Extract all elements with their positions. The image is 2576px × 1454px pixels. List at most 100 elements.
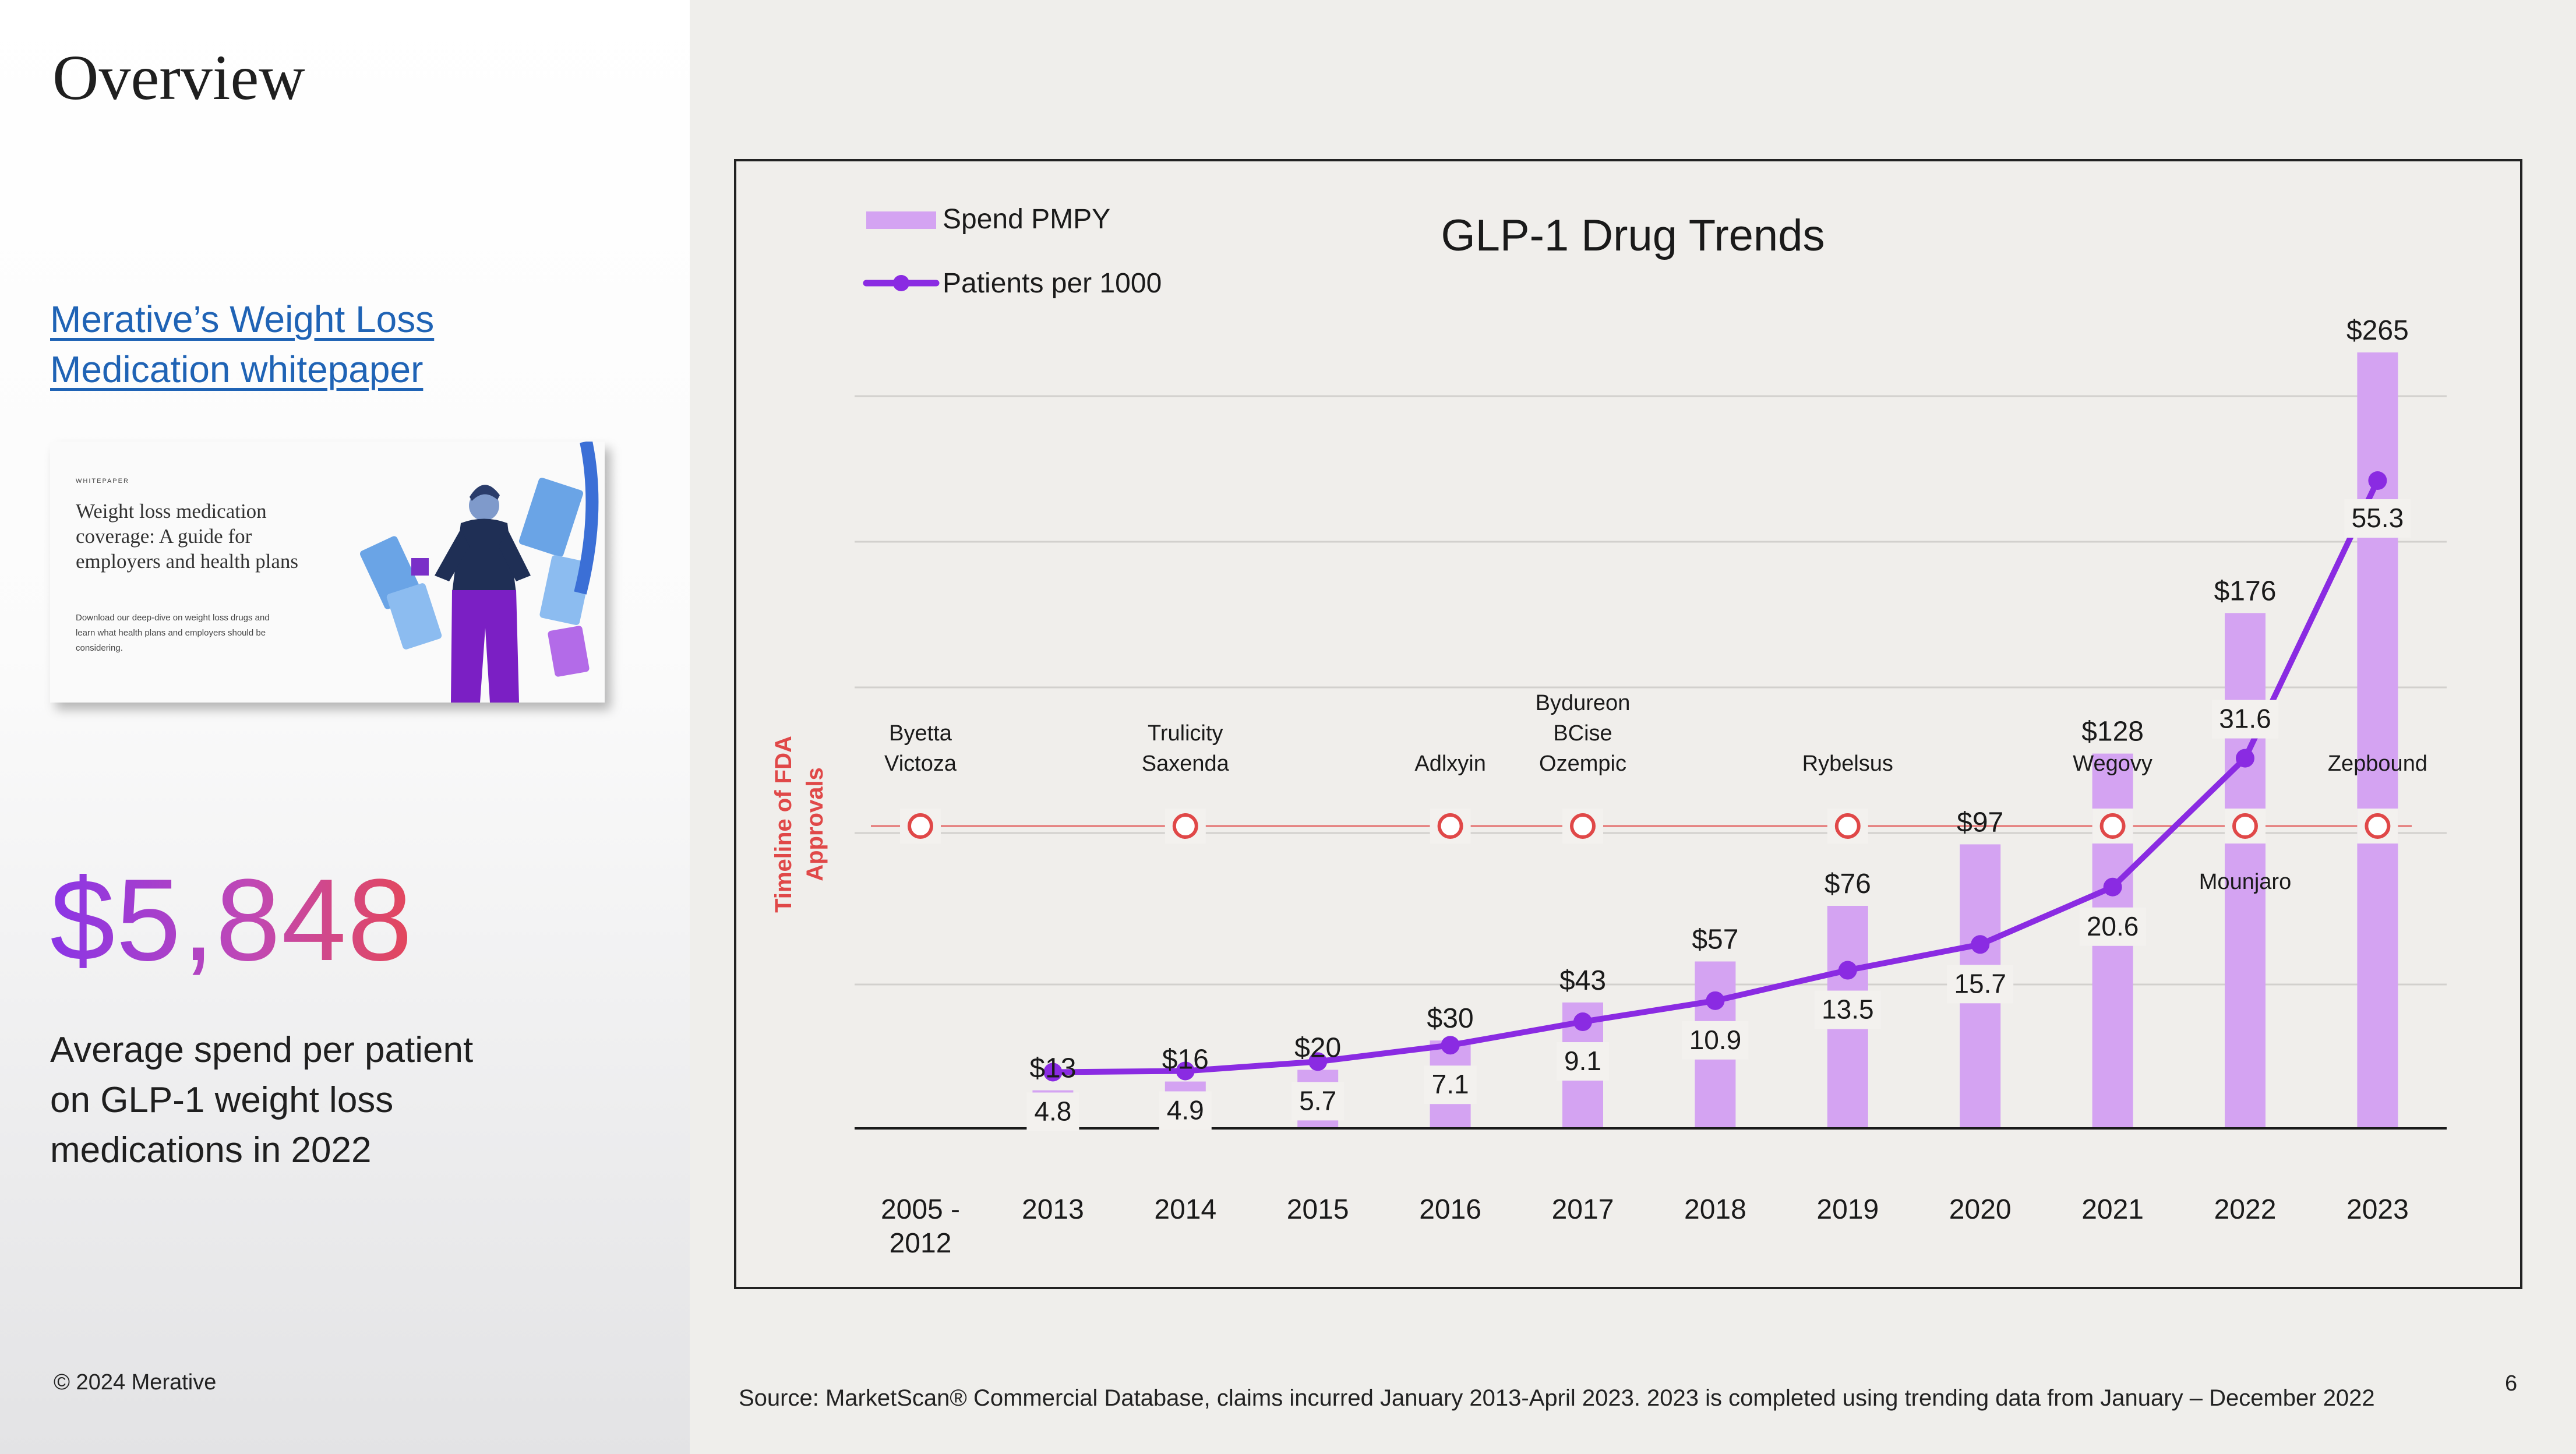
patients-label-box-2014 <box>1159 1091 1212 1130</box>
whitepaper-link-line-2[interactable]: Medication whitepaper <box>50 348 424 390</box>
patients-point-2015 <box>1308 1052 1328 1071</box>
fda-approval-label-2014-1: Saxenda <box>1142 751 1230 776</box>
legend: Spend PMPY Patients per 1000 <box>863 204 1162 299</box>
patients-point-2022 <box>2236 749 2254 768</box>
spend-label-2018: $57 <box>1692 924 1738 955</box>
source-note: Source: MarketScan® Commercial Database,… <box>739 1385 2375 1411</box>
fda-marker-2017 <box>1570 813 1596 839</box>
patients-label-2013: 4.8 <box>1034 1096 1071 1126</box>
x-tick-label-2005-2012-line-2: 2012 <box>890 1228 952 1259</box>
fda-approval-label-2017-2: Ozempic <box>1539 751 1626 776</box>
x-tick-label-2021: 2021 <box>2081 1194 2144 1225</box>
data-labels: $13 $16 $20 $30 $43 $57 $76 $97 $128 $176 $265 4.8 4… <box>1026 315 2411 1131</box>
fda-approval-label-2005-2012-1: Victoza <box>884 751 957 776</box>
fda-approval-label-2016-0: Adlxyin <box>1414 751 1486 776</box>
spend-label-2023: $265 <box>2346 315 2409 346</box>
patients-line <box>1043 471 2387 1082</box>
patients-label-box-2013 <box>1026 1092 1079 1131</box>
patients-point-2019 <box>1838 961 1857 980</box>
patients-label-box-2020 <box>1947 965 2014 1004</box>
x-tick-label-2016: 2016 <box>1419 1194 1481 1225</box>
x-tick-label-2005-2012-line-1: 2005 - <box>881 1194 960 1225</box>
fda-approval-label-2017-1: BCise <box>1553 721 1612 746</box>
legend-line-marker <box>893 275 909 291</box>
x-tick-label-2017: 2017 <box>1552 1194 1614 1225</box>
copyright-notice: © 2024 Merative <box>54 1370 217 1395</box>
whitepaper-link[interactable]: Merative’s Weight Loss Medication whitep… <box>50 294 574 394</box>
spend-label-2014: $16 <box>1162 1044 1209 1075</box>
x-tick-label-2023: 2023 <box>2346 1194 2409 1225</box>
patients-label-2023: 55.3 <box>2352 503 2404 533</box>
fda-approval-label-2021-0: Wegovy <box>2073 751 2152 776</box>
x-tick-label-2022: 2022 <box>2214 1194 2277 1225</box>
fda-marker-2019 <box>1834 813 1861 839</box>
fda-approval-label-2017-0: Bydureon <box>1536 691 1631 715</box>
whitepaper-illustration <box>353 442 605 703</box>
fda-axis-label-line-1: Timeline of FDA <box>771 736 796 913</box>
x-tick-label-2013: 2013 <box>1022 1194 1084 1225</box>
patients-point-2023 <box>2368 471 2387 490</box>
patients-label-2020: 15.7 <box>1954 968 2006 998</box>
patients-point-2021 <box>2103 877 2122 897</box>
patients-label-2022: 31.6 <box>2219 704 2271 734</box>
spend-label-2013: $13 <box>1029 1053 1076 1084</box>
x-tick-label-2015: 2015 <box>1287 1194 1349 1225</box>
grid-lines <box>855 395 2447 986</box>
person-figure <box>435 485 531 703</box>
patients-point-2018 <box>1706 991 1725 1010</box>
average-spend-caption: Average spend per patient on GLP-1 weigh… <box>50 1030 474 1170</box>
page-title: Overview <box>52 42 305 113</box>
whitepaper-description: Download our deep-dive on weight loss dr… <box>76 613 270 653</box>
spend-label-2021: $128 <box>2081 717 2144 747</box>
patients-point-2014 <box>1176 1061 1195 1081</box>
floating-documents-graphic <box>360 442 599 677</box>
spend-bar-2023 <box>2357 352 2398 1128</box>
patients-point-2016 <box>1441 1036 1460 1055</box>
whitepaper-kicker: WHITEPAPER <box>76 478 129 485</box>
patients-label-2014: 4.9 <box>1167 1095 1204 1125</box>
legend-bar-swatch <box>866 211 936 229</box>
page-number: 6 <box>2505 1371 2518 1396</box>
patients-label-box-2021 <box>2079 907 2146 946</box>
left-panel: Overview Merative’s Weight Loss Medicati… <box>0 0 690 1454</box>
patients-label-2021: 20.6 <box>2087 911 2139 941</box>
fda-marker-2022 <box>2232 813 2258 839</box>
whitepaper-thumbnail[interactable]: WHITEPAPER Weight loss medication covera… <box>50 442 605 703</box>
patients-point-2017 <box>1573 1012 1592 1032</box>
average-spend-stat: $5,848 <box>50 855 414 985</box>
legend-patients-label: Patients per 1000 <box>943 268 1162 299</box>
patients-label-box-2015 <box>1291 1082 1345 1121</box>
x-axis: 2005 -2012 2013 2014 2015 2016 2017 2018 2019 20… <box>881 1194 2409 1259</box>
chart-title: GLP-1 Drug Trends <box>1441 211 1825 260</box>
x-tick-label-2020: 2020 <box>1949 1194 2012 1225</box>
patients-label-2018: 10.9 <box>1689 1025 1742 1055</box>
x-tick-label-2014: 2014 <box>1154 1194 1216 1225</box>
fda-axis-label-line-2: Approvals <box>802 767 828 881</box>
spend-label-2016: $30 <box>1427 1003 1474 1034</box>
fda-approval-label-2023-0: Zepbound <box>2328 751 2427 776</box>
fda-approval-label-below-2022-0: Mounjaro <box>2199 870 2291 894</box>
whitepaper-link-line-1[interactable]: Merative’s Weight Loss <box>50 298 435 340</box>
whitepaper-title: Weight loss medication coverage: A guide… <box>76 500 298 573</box>
patients-label-2016: 7.1 <box>1432 1069 1469 1099</box>
patients-point-2020 <box>1971 935 1990 954</box>
patients-label-box-2022 <box>2212 700 2278 739</box>
patients-label-2019: 13.5 <box>1822 994 1874 1025</box>
spend-label-2015: $20 <box>1294 1032 1341 1063</box>
spend-label-2020: $97 <box>1957 807 2003 838</box>
fda-timeline: Byetta Victoza Trulicity Saxenda Adlxyin Bydu… <box>871 691 2427 894</box>
fda-approval-label-2005-2012-0: Byetta <box>889 721 952 746</box>
fda-marker-2016 <box>1437 813 1463 839</box>
patients-label-box-2023 <box>2344 499 2411 538</box>
fda-marker-2023 <box>2365 813 2391 839</box>
patients-label-box-2017 <box>1557 1042 1609 1081</box>
x-tick-label-2019: 2019 <box>1816 1194 1879 1225</box>
legend-spend-label: Spend PMPY <box>943 204 1110 235</box>
fda-marker-2005-2012 <box>908 813 933 839</box>
spend-bar-2022 <box>2225 613 2266 1128</box>
fda-marker-2021 <box>2099 813 2126 839</box>
patients-label-2017: 9.1 <box>1564 1046 1601 1076</box>
fda-approval-label-2019-0: Rybelsus <box>1802 751 1893 776</box>
patients-point-2013 <box>1043 1063 1063 1082</box>
